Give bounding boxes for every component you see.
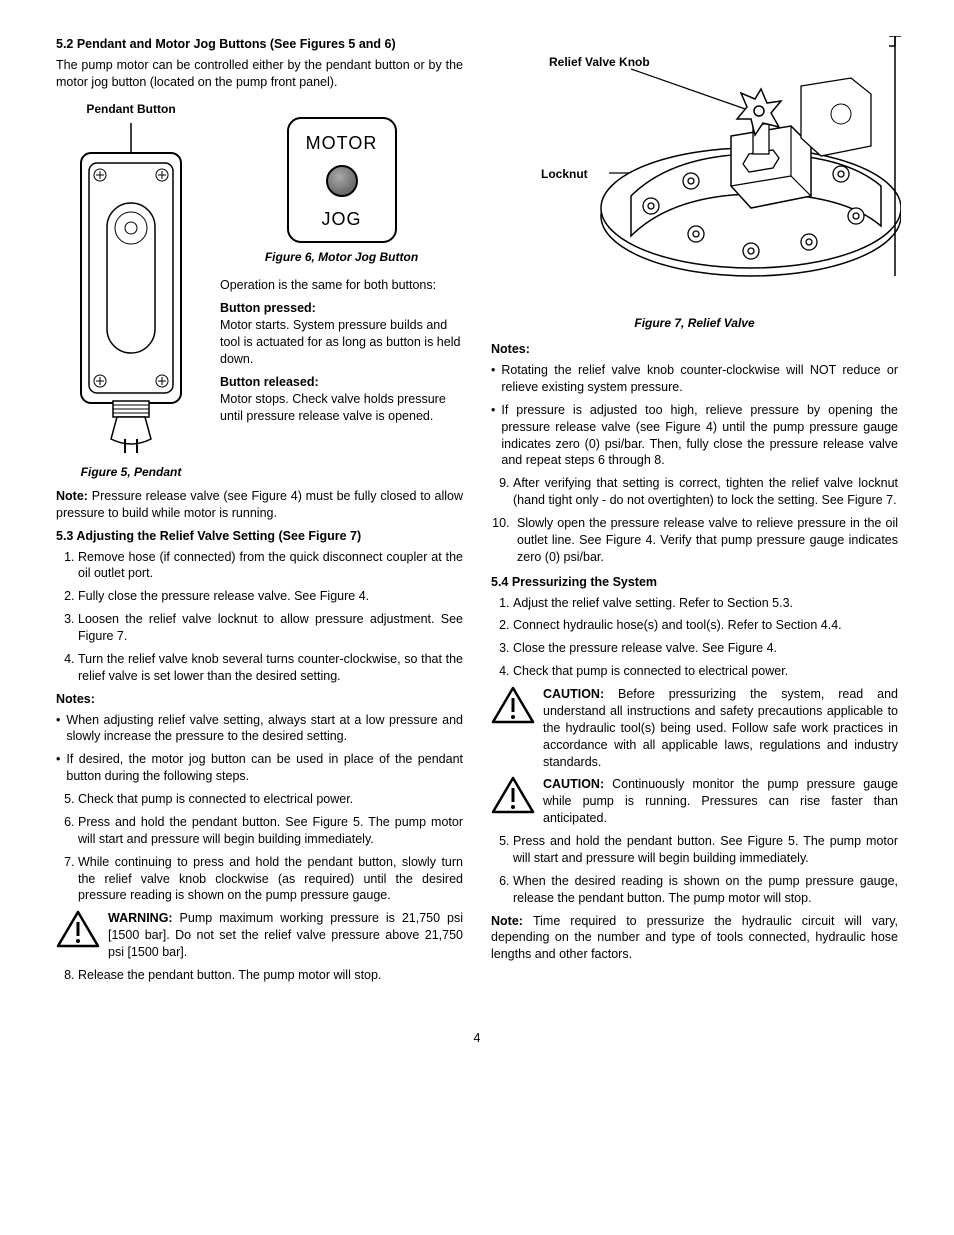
figure-6-and-text: MOTOR JOG Figure 6, Motor Jog Button Ope… bbox=[220, 101, 463, 480]
right-note-2: •If pressure is adjusted too high, relie… bbox=[491, 402, 898, 470]
two-column-layout: 5.2 Pendant and Motor Jog Buttons (See F… bbox=[56, 36, 898, 990]
para-5-2: The pump motor can be controlled either … bbox=[56, 57, 463, 91]
button-pressed-text: Motor starts. System pressure builds and… bbox=[220, 317, 463, 368]
motor-jog-illustration: MOTOR JOG bbox=[287, 117, 397, 244]
step-2: Fully close the pressure release valve. … bbox=[78, 588, 463, 605]
relief-valve-illustration bbox=[491, 36, 901, 306]
figure-5-caption: Figure 5, Pendant bbox=[56, 464, 206, 480]
step-1: Remove hose (if connected) from the quic… bbox=[78, 549, 463, 583]
button-released-text: Motor stops. Check valve holds pressure … bbox=[220, 391, 463, 425]
note-bullet-2: •If desired, the motor jog button can be… bbox=[56, 751, 463, 785]
caution-1-text-wrap: CAUTION: Before pressurizing the system,… bbox=[543, 686, 898, 770]
caution-row-1: CAUTION: Before pressurizing the system,… bbox=[491, 686, 898, 770]
warning-row: WARNING: Pump maximum working pressure i… bbox=[56, 910, 463, 961]
warning-icon bbox=[56, 910, 100, 950]
note-bullet-1: •When adjusting relief valve setting, al… bbox=[56, 712, 463, 746]
caution-2-text-wrap: CAUTION: Continuously monitor the pump p… bbox=[543, 776, 898, 827]
right-note-1: •Rotating the relief valve knob counter-… bbox=[491, 362, 898, 396]
figure-7-wrap: Relief Valve Knob Locknut bbox=[491, 36, 898, 311]
note-bullet-2-text: If desired, the motor jog button can be … bbox=[66, 751, 463, 785]
button-released-heading: Button released: bbox=[220, 374, 463, 391]
heading-5-4: 5.4 Pressurizing the System bbox=[491, 574, 898, 591]
note-pressure-release: Note: Pressure release valve (see Figure… bbox=[56, 488, 463, 522]
pendant-button-label: Pendant Button bbox=[56, 101, 206, 117]
operation-same-text: Operation is the same for both buttons: bbox=[220, 277, 463, 294]
jog-button-graphic bbox=[326, 165, 358, 197]
step-4: Turn the relief valve knob several turns… bbox=[78, 651, 463, 685]
warning-text-wrap: WARNING: Pump maximum working pressure i… bbox=[108, 910, 463, 961]
step-9: After verifying that setting is correct,… bbox=[513, 475, 898, 509]
button-pressed-heading: Button pressed: bbox=[220, 300, 463, 317]
notes-heading-left: Notes: bbox=[56, 691, 463, 708]
step-8: Release the pendant button. The pump mot… bbox=[78, 967, 463, 984]
heading-5-3: 5.3 Adjusting the Relief Valve Setting (… bbox=[56, 528, 463, 545]
caution-2-bold: CAUTION: bbox=[543, 777, 612, 791]
heading-5-2: 5.2 Pendant and Motor Jog Buttons (See F… bbox=[56, 36, 463, 53]
step-54-4: Check that pump is connected to electric… bbox=[513, 663, 898, 680]
step-3: Loosen the relief valve locknut to allow… bbox=[78, 611, 463, 645]
caution-1-bold: CAUTION: bbox=[543, 687, 618, 701]
step-54-2: Connect hydraulic hose(s) and tool(s). R… bbox=[513, 617, 898, 634]
final-note-text: Time required to pressurize the hydrauli… bbox=[491, 914, 898, 962]
step-54-6: When the desired reading is shown on the… bbox=[513, 873, 898, 907]
right-note-2-text: If pressure is adjusted too high, reliev… bbox=[501, 402, 898, 470]
warning-bold: WARNING: bbox=[108, 911, 180, 925]
step-6: Press and hold the pendant button. See F… bbox=[78, 814, 463, 848]
right-column: Relief Valve Knob Locknut bbox=[491, 36, 898, 990]
jog-label: JOG bbox=[289, 207, 395, 231]
step-5: Check that pump is connected to electric… bbox=[78, 791, 463, 808]
final-note-bold: Note: bbox=[491, 914, 533, 928]
steps-5-4-a: Adjust the relief valve setting. Refer t… bbox=[491, 595, 898, 681]
step-10: Slowly open the pressure release valve t… bbox=[513, 515, 898, 566]
caution-icon bbox=[491, 686, 535, 726]
notes-heading-right: Notes: bbox=[491, 341, 898, 358]
steps-5-3-c: Release the pendant button. The pump mot… bbox=[56, 967, 463, 984]
page-number: 4 bbox=[56, 1030, 898, 1047]
steps-9-10: After verifying that setting is correct,… bbox=[491, 475, 898, 565]
steps-5-4-b: Press and hold the pendant button. See F… bbox=[491, 833, 898, 907]
caution-icon bbox=[491, 776, 535, 816]
right-note-1-text: Rotating the relief valve knob counter-c… bbox=[501, 362, 898, 396]
figure-row: Pendant Button bbox=[56, 101, 463, 480]
note-bullet-1-text: When adjusting relief valve setting, alw… bbox=[66, 712, 463, 746]
note-text: Pressure release valve (see Figure 4) mu… bbox=[56, 489, 463, 520]
step-7: While continuing to press and hold the p… bbox=[78, 854, 463, 905]
motor-label: MOTOR bbox=[289, 131, 395, 155]
final-note: Note: Time required to pressurize the hy… bbox=[491, 913, 898, 964]
pendant-illustration bbox=[67, 123, 195, 453]
steps-5-3-a: Remove hose (if connected) from the quic… bbox=[56, 549, 463, 685]
step-54-1: Adjust the relief valve setting. Refer t… bbox=[513, 595, 898, 612]
step-54-3: Close the pressure release valve. See Fi… bbox=[513, 640, 898, 657]
note-bold: Note: bbox=[56, 489, 92, 503]
caution-row-2: CAUTION: Continuously monitor the pump p… bbox=[491, 776, 898, 827]
step-54-5: Press and hold the pendant button. See F… bbox=[513, 833, 898, 867]
figure-6-caption: Figure 6, Motor Jog Button bbox=[220, 249, 463, 265]
left-column: 5.2 Pendant and Motor Jog Buttons (See F… bbox=[56, 36, 463, 990]
figure-5-box: Pendant Button bbox=[56, 101, 206, 480]
figure-7-caption: Figure 7, Relief Valve bbox=[491, 315, 898, 331]
steps-5-3-b: Check that pump is connected to electric… bbox=[56, 791, 463, 904]
